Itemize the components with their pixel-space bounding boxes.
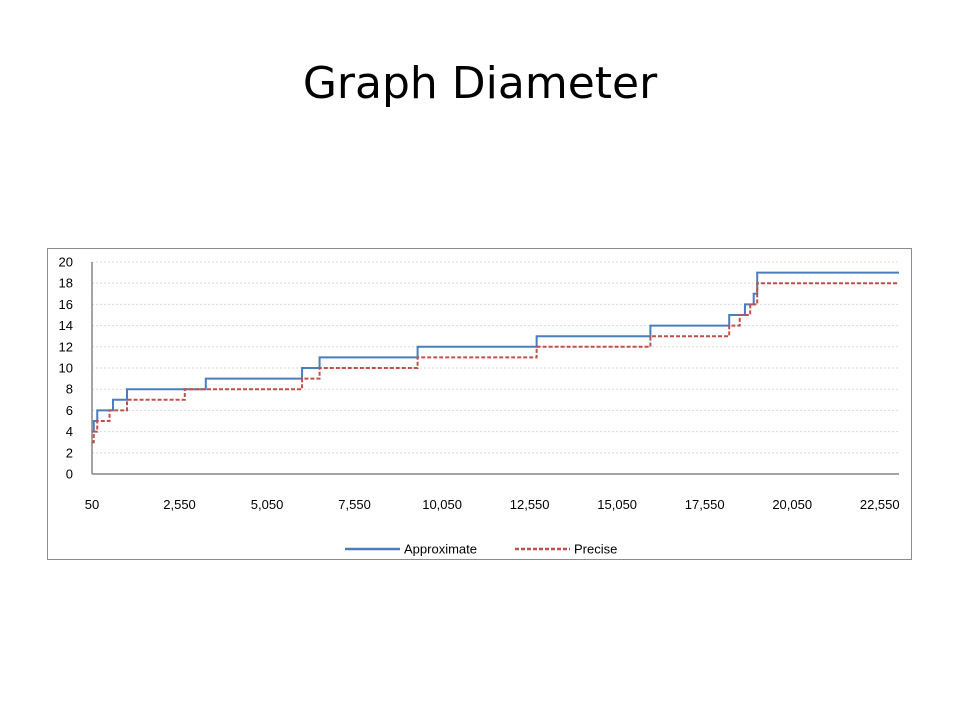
x-tick-label: 15,050 bbox=[597, 497, 637, 512]
x-tick-labels: 50 2,550 5,050 7,550 10,050 12,550 15,050 17,55… bbox=[85, 497, 900, 512]
y-tick-label: 8 bbox=[66, 382, 73, 397]
legend: Approximate Precise bbox=[345, 542, 617, 557]
y-tick-label: 20 bbox=[59, 255, 73, 270]
y-tick-label: 18 bbox=[59, 276, 73, 291]
slide-title: Graph Diameter bbox=[302, 58, 658, 109]
diameter-chart: 0 2 4 6 8 10 12 14 16 18 20 50 2,550 5,050 7,550 10,05… bbox=[59, 255, 900, 557]
axes bbox=[91, 262, 899, 475]
series-line-precise bbox=[92, 282, 899, 444]
x-tick-label: 22,550 bbox=[860, 497, 900, 512]
x-tick-label: 2,550 bbox=[163, 497, 196, 512]
series-lines bbox=[92, 271, 899, 444]
y-tick-label: 14 bbox=[59, 318, 73, 333]
y-tick-label: 4 bbox=[66, 424, 73, 439]
y-tick-label: 2 bbox=[66, 445, 73, 460]
legend-label-precise: Precise bbox=[574, 542, 617, 557]
x-tick-label: 20,050 bbox=[772, 497, 812, 512]
y-tick-label: 6 bbox=[66, 403, 73, 418]
legend-label-approximate: Approximate bbox=[404, 542, 477, 557]
y-tick-labels: 0 2 4 6 8 10 12 14 16 18 20 bbox=[59, 255, 73, 482]
y-tick-label: 10 bbox=[59, 361, 73, 376]
x-tick-label: 17,550 bbox=[685, 497, 725, 512]
y-tick-label: 16 bbox=[59, 297, 73, 312]
x-tick-label: 12,550 bbox=[510, 497, 550, 512]
series-line-approximate bbox=[92, 271, 899, 433]
y-tick-label: 0 bbox=[66, 467, 73, 482]
x-tick-label: 50 bbox=[85, 497, 99, 512]
chart-frame: 0 2 4 6 8 10 12 14 16 18 20 50 2,550 5,050 7,550 10,05… bbox=[47, 248, 912, 560]
y-tick-label: 12 bbox=[59, 339, 73, 354]
grid-lines bbox=[92, 261, 899, 454]
x-tick-label: 10,050 bbox=[422, 497, 462, 512]
x-tick-label: 5,050 bbox=[251, 497, 284, 512]
x-tick-label: 7,550 bbox=[338, 497, 371, 512]
